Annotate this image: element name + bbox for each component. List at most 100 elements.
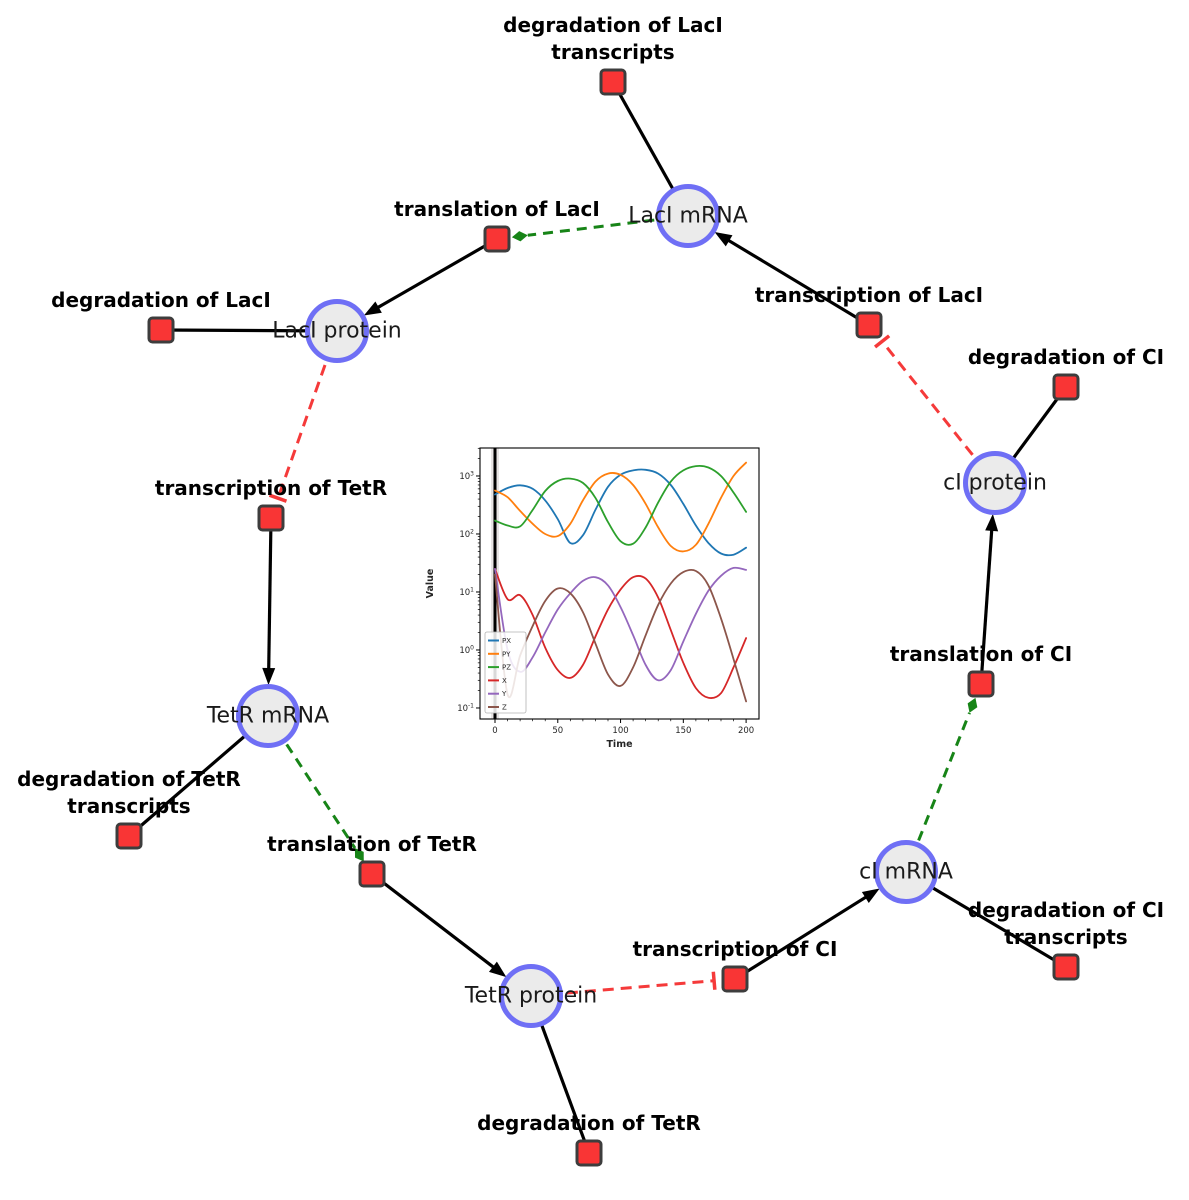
production-edge: [373, 237, 498, 311]
inhibition-tbar-icon: [711, 971, 717, 990]
reaction-label-deg-tetr: degradation of TetR: [477, 1110, 701, 1137]
reaction-label-line: transcripts: [67, 794, 191, 818]
reaction-label-deg-ci-transcripts: degradation of CI transcripts: [968, 897, 1164, 951]
modifier-diamond-icon: [354, 848, 364, 862]
reaction-node-deg-ci-transcripts: [1052, 953, 1080, 981]
timecourse-inset-chart: 0 50 100 150 200 10-1 100 101 102 103 Time Value PX P…: [425, 447, 760, 750]
reaction-label-line: degradation of CI: [967, 345, 1165, 369]
arrowhead-icon: [714, 231, 733, 247]
reaction-label-line: degradation of TetR: [477, 1111, 701, 1135]
species-node-ci-protein: [963, 451, 1027, 515]
series-curve-PY: [494, 461, 747, 553]
plot-frame: [479, 447, 760, 720]
reaction-label-transcription-ci: transcription of CI: [633, 936, 838, 963]
species-node-laci-mrna: [656, 184, 720, 248]
modifier-diamond-icon: [511, 231, 528, 242]
reaction-node-deg-laci-transcripts: [599, 68, 627, 96]
reaction-label-line: transcription of TetR: [154, 476, 388, 500]
y-axis-label: Value: [425, 569, 436, 599]
inhibition-tbar-icon: [873, 334, 891, 349]
species-node-tetr-protein: [499, 964, 563, 1028]
reaction-node-transcription-ci: [721, 965, 749, 993]
production-edge: [267, 517, 273, 674]
arrowhead-icon: [262, 667, 276, 686]
reaction-label-line: translation of CI: [889, 642, 1073, 666]
reaction-node-transcription-tetr: [257, 504, 285, 532]
reaction-label-translation-ci: translation of CI: [890, 641, 1072, 668]
legend-label-X: X: [502, 677, 507, 685]
inhibition-edge: [880, 340, 997, 484]
reaction-label-line: degradation of CI: [967, 898, 1165, 922]
reaction-label-deg-laci-transcripts: degradation of LacI transcripts: [503, 12, 723, 66]
reaction-node-deg-tetr-transcripts: [115, 822, 143, 850]
reaction-label-line: transcription of CI: [632, 937, 838, 961]
reaction-label-deg-ci: degradation of CI: [968, 344, 1164, 371]
reaction-label-translation-tetr: translation of TetR: [267, 831, 477, 858]
reaction-node-deg-laci: [147, 316, 175, 344]
species-node-tetr-mrna: [236, 684, 300, 748]
arrowhead-icon: [985, 513, 999, 532]
x-tick-label: 0: [492, 726, 497, 736]
reaction-label-line: degradation of LacI: [503, 13, 723, 37]
x-tick-label: 100: [612, 726, 628, 736]
x-tick-label: 50: [552, 726, 563, 736]
reaction-node-translation-laci: [483, 225, 511, 253]
legend-label-PX: PX: [502, 637, 511, 645]
legend-label-PY: PY: [502, 650, 511, 658]
production-edge: [371, 872, 498, 972]
series-curve-PZ: [494, 464, 747, 546]
species-label-ci-protein: cI protein: [943, 470, 1047, 496]
reaction-label-line: translation of TetR: [267, 832, 477, 856]
reaction-label-deg-laci: degradation of LacI: [51, 287, 271, 314]
reaction-label-line: transcription of LacI: [754, 283, 984, 307]
reaction-node-translation-ci: [967, 670, 995, 698]
y-tick-label: 102: [459, 528, 474, 540]
inhibition-tbar-icon: [268, 493, 288, 503]
reaction-node-deg-tetr: [575, 1139, 603, 1167]
series-curve-X: [494, 568, 747, 700]
y-tick-label: 101: [459, 586, 474, 598]
reaction-label-line: translation of LacI: [394, 197, 600, 221]
x-tick-label: 200: [738, 726, 754, 736]
arrowhead-icon: [363, 301, 382, 316]
legend-label-Y: Y: [501, 690, 507, 698]
species-label-ci-mrna: cI mRNA: [859, 859, 953, 885]
x-tick-label: 150: [675, 726, 691, 736]
production-edge: [979, 525, 994, 685]
reaction-label-line: degradation of LacI: [51, 288, 271, 312]
reaction-node-transcription-laci: [855, 311, 883, 339]
modifier-edge: [904, 712, 971, 873]
legend-label-PZ: PZ: [502, 664, 511, 672]
series-curve-Y: [494, 566, 747, 682]
reaction-node-deg-ci: [1052, 373, 1080, 401]
reaction-node-translation-tetr: [358, 860, 386, 888]
inhibition-edge: [276, 330, 339, 499]
species-label-tetr-mrna: TetR mRNA: [206, 703, 330, 729]
y-tick-label: 100: [459, 644, 474, 656]
reaction-label-line: degradation of TetR: [17, 767, 241, 791]
y-tick-label: 10-1: [457, 702, 474, 714]
reaction-label-line: transcripts: [1004, 925, 1128, 949]
species-label-tetr-protein: TetR protein: [464, 983, 598, 1009]
species-node-ci-mrna: [874, 840, 938, 904]
arrowhead-icon: [488, 961, 507, 978]
reaction-label-deg-tetr-transcripts: degradation of TetR transcripts: [17, 766, 241, 820]
x-axis-label: Time: [606, 739, 632, 750]
species-label-laci-mrna: LacI mRNA: [628, 203, 748, 229]
reaction-label-transcription-laci: transcription of LacI: [755, 282, 983, 309]
reaction-label-translation-laci: translation of LacI: [394, 196, 600, 223]
production-edge: [734, 893, 871, 981]
species-label-laci-protein: LacI protein: [272, 318, 402, 344]
arrowhead-icon: [861, 888, 880, 903]
legend-label-Z: Z: [502, 704, 507, 712]
inhibition-edge: [530, 979, 715, 998]
modifier-diamond-icon: [967, 697, 978, 713]
production-edge: [724, 236, 870, 327]
series-curve-Z: [494, 568, 747, 703]
species-node-laci-protein: [305, 299, 369, 363]
y-tick-label: 103: [459, 470, 474, 482]
reaction-label-transcription-tetr: transcription of TetR: [155, 475, 387, 502]
reaction-label-line: transcripts: [551, 40, 675, 64]
